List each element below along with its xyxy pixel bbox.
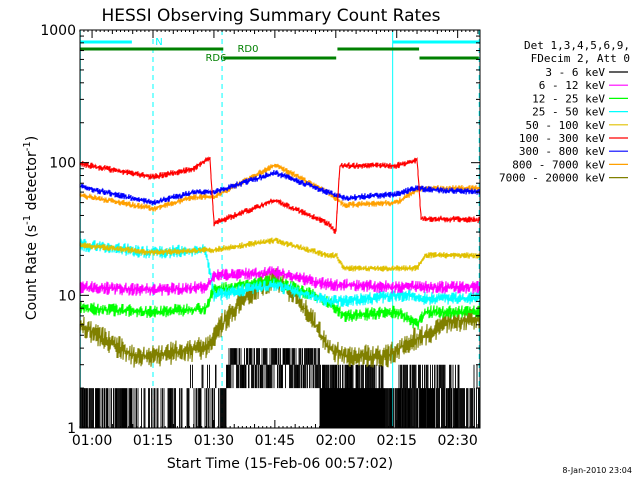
legend-label-3: 25 - 50 keV <box>532 106 605 119</box>
legend-label-5: 100 - 300 keV <box>519 132 605 145</box>
x-axis-label: Start Time (15-Feb-06 00:57:02) <box>167 456 393 472</box>
y-axis-label-sup1: -1 <box>22 215 33 225</box>
series-line-3-6-kev <box>80 348 480 428</box>
axis-ticks: 01:00 01:15 01:30 01:45 02:00 02:15 02:30 1 10 10… <box>40 23 480 449</box>
footer-timestamp: 8-Jan-2010 23:04 <box>562 466 632 475</box>
data-layer: N RD0 RD6 <box>79 30 480 428</box>
x-tick-label-5: 02:15 <box>377 433 417 449</box>
legend-header-line-2: FDecim 2, Att 0 <box>531 52 630 65</box>
series-line-25-50kev <box>79 238 480 308</box>
series-line-50-100kev <box>79 237 480 272</box>
legend-label-2: 12 - 25 keV <box>532 92 605 105</box>
y-axis-label-sup2: -1 <box>22 141 33 151</box>
flag-label-rd0: RD0 <box>237 44 258 55</box>
x-tick-label-3: 01:45 <box>255 433 295 449</box>
legend-label-1: 6 - 12 keV <box>539 79 606 92</box>
y-axis-label-main: Count Rate (s <box>24 225 40 320</box>
x-tick-label-6: 02:30 <box>437 433 477 449</box>
y-tick-label-3: 1000 <box>40 23 76 39</box>
y-tick-label-0: 1 <box>67 421 76 437</box>
legend: Det 1,3,4,5,6,9, FDecim 2, Att 0 3 - 6 k… <box>499 39 630 185</box>
x-tick-label-0: 01:00 <box>72 433 112 449</box>
legend-label-4: 50 - 100 keV <box>526 119 606 132</box>
y-tick-label-2: 100 <box>49 156 76 172</box>
flag-label-rd6: RD6 <box>205 53 226 64</box>
legend-label-7: 800 - 7000 keV <box>512 158 605 171</box>
chart-title: HESSI Observing Summary Count Rates <box>101 6 440 26</box>
plot-frame <box>79 29 481 429</box>
legend-label-0: 3 - 6 keV <box>545 66 605 79</box>
flag-label-n: N <box>155 37 162 48</box>
series-line-6-12kev <box>79 266 480 296</box>
y-tick-label-1: 10 <box>58 288 76 304</box>
series-line-100-300kev <box>79 156 480 234</box>
x-tick-label-2: 01:30 <box>194 433 234 449</box>
y-axis-label-end: ) <box>24 136 40 141</box>
legend-label-6: 300 - 800 keV <box>519 145 605 158</box>
legend-label-8: 7000 - 20000 keV <box>499 172 605 185</box>
y-axis-label: Count Rate (s-1 detector-1) <box>22 136 40 320</box>
x-tick-label-1: 01:15 <box>133 433 173 449</box>
legend-header-line-1: Det 1,3,4,5,6,9, <box>524 39 630 52</box>
series-line-300-800kev <box>79 170 480 206</box>
y-axis-label-mid: detector <box>24 151 40 215</box>
x-tick-label-4: 02:00 <box>316 433 356 449</box>
series-line-7000-20000kev <box>79 268 480 368</box>
